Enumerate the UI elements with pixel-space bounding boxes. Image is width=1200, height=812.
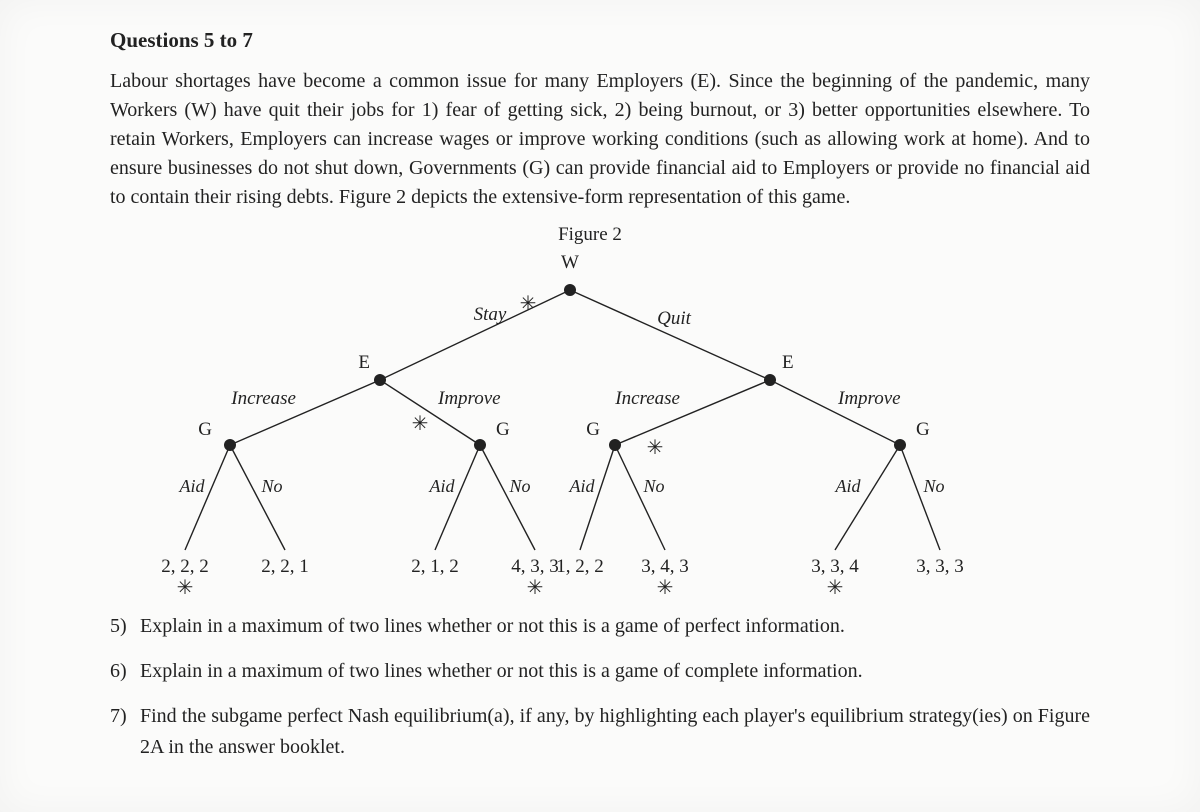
- svg-text:Quit: Quit: [657, 308, 692, 329]
- svg-text:3, 3, 4: 3, 3, 4: [811, 556, 859, 577]
- svg-text:Increase: Increase: [614, 388, 680, 409]
- question-text: Explain in a maximum of two lines whethe…: [140, 611, 1090, 642]
- svg-text:1, 2, 2: 1, 2, 2: [556, 556, 604, 577]
- svg-text:Improve: Improve: [437, 388, 501, 409]
- svg-text:✳: ✳: [412, 413, 429, 435]
- question-5: 5) Explain in a maximum of two lines whe…: [110, 611, 1090, 642]
- svg-text:2, 2, 2: 2, 2, 2: [161, 556, 209, 577]
- question-number: 5): [110, 611, 140, 642]
- svg-text:No: No: [922, 476, 944, 496]
- svg-text:G: G: [496, 419, 510, 440]
- svg-text:3, 4, 3: 3, 4, 3: [641, 556, 689, 577]
- paragraph: Labour shortages have become a common is…: [110, 67, 1090, 212]
- svg-text:No: No: [260, 476, 282, 496]
- svg-text:G: G: [198, 419, 212, 440]
- svg-text:Aid: Aid: [429, 476, 456, 496]
- svg-text:Aid: Aid: [569, 476, 596, 496]
- svg-text:G: G: [586, 419, 600, 440]
- question-7: 7) Find the subgame perfect Nash equilib…: [110, 701, 1090, 763]
- svg-text:3, 3, 3: 3, 3, 3: [916, 556, 964, 577]
- svg-text:Stay: Stay: [474, 304, 507, 325]
- svg-text:Aid: Aid: [835, 476, 862, 496]
- document-page: { "heading":"Questions 5 to 7", "paragra…: [0, 0, 1200, 812]
- svg-text:✳: ✳: [657, 577, 674, 599]
- question-text: Explain in a maximum of two lines whethe…: [140, 656, 1090, 687]
- svg-text:Figure 2: Figure 2: [558, 224, 622, 245]
- svg-text:✳: ✳: [177, 577, 194, 599]
- svg-text:W: W: [561, 252, 579, 273]
- svg-text:Aid: Aid: [179, 476, 206, 496]
- svg-text:Improve: Improve: [837, 388, 901, 409]
- svg-text:E: E: [358, 352, 370, 373]
- heading: Questions 5 to 7: [110, 28, 1090, 53]
- svg-text:✳: ✳: [827, 577, 844, 599]
- question-number: 7): [110, 701, 140, 763]
- svg-text:G: G: [916, 419, 930, 440]
- svg-text:4, 3, 3: 4, 3, 3: [511, 556, 559, 577]
- svg-text:E: E: [782, 352, 794, 373]
- svg-text:✳: ✳: [527, 577, 544, 599]
- svg-text:✳: ✳: [647, 437, 664, 459]
- svg-text:2, 2, 1: 2, 2, 1: [261, 556, 309, 577]
- svg-text:2, 1, 2: 2, 1, 2: [411, 556, 459, 577]
- question-6: 6) Explain in a maximum of two lines whe…: [110, 656, 1090, 687]
- figure-2: Figure 2 Stay Quit Increase Improve Increase I…: [110, 220, 1090, 605]
- game-tree-svg: Figure 2 Stay Quit Increase Improve Increase I…: [110, 220, 1090, 600]
- questions-list: 5) Explain in a maximum of two lines whe…: [110, 611, 1090, 763]
- question-text: Find the subgame perfect Nash equilibriu…: [140, 701, 1090, 763]
- svg-text:No: No: [508, 476, 530, 496]
- svg-text:✳: ✳: [520, 293, 537, 315]
- svg-text:Increase: Increase: [230, 388, 296, 409]
- question-number: 6): [110, 656, 140, 687]
- svg-text:No: No: [642, 476, 664, 496]
